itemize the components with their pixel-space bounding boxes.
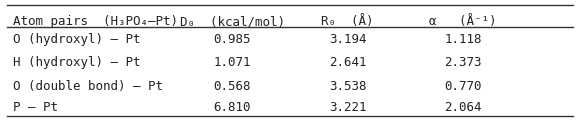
Text: 3.221: 3.221 — [329, 101, 367, 114]
Text: O (hydroxyl) – Pt: O (hydroxyl) – Pt — [13, 33, 140, 46]
Text: D₀  (kcal/mol): D₀ (kcal/mol) — [180, 15, 285, 28]
Text: P – Pt: P – Pt — [13, 101, 58, 114]
Text: 0.568: 0.568 — [213, 80, 251, 93]
Text: 0.770: 0.770 — [444, 80, 482, 93]
Text: 1.071: 1.071 — [213, 56, 251, 69]
Text: 6.810: 6.810 — [213, 101, 251, 114]
Text: 0.985: 0.985 — [213, 33, 251, 46]
Text: 1.118: 1.118 — [444, 33, 482, 46]
Text: O (double bond) – Pt: O (double bond) – Pt — [13, 80, 163, 93]
Text: 2.641: 2.641 — [329, 56, 367, 69]
Text: 3.194: 3.194 — [329, 33, 367, 46]
Text: 2.064: 2.064 — [444, 101, 482, 114]
Text: α   (Å⁻¹): α (Å⁻¹) — [429, 15, 497, 28]
Text: 3.538: 3.538 — [329, 80, 367, 93]
Text: Atom pairs  (H₃PO₄–Pt): Atom pairs (H₃PO₄–Pt) — [13, 15, 178, 28]
Text: H (hydroxyl) – Pt: H (hydroxyl) – Pt — [13, 56, 140, 69]
Text: R₀  (Å): R₀ (Å) — [321, 15, 374, 28]
Text: 2.373: 2.373 — [444, 56, 482, 69]
